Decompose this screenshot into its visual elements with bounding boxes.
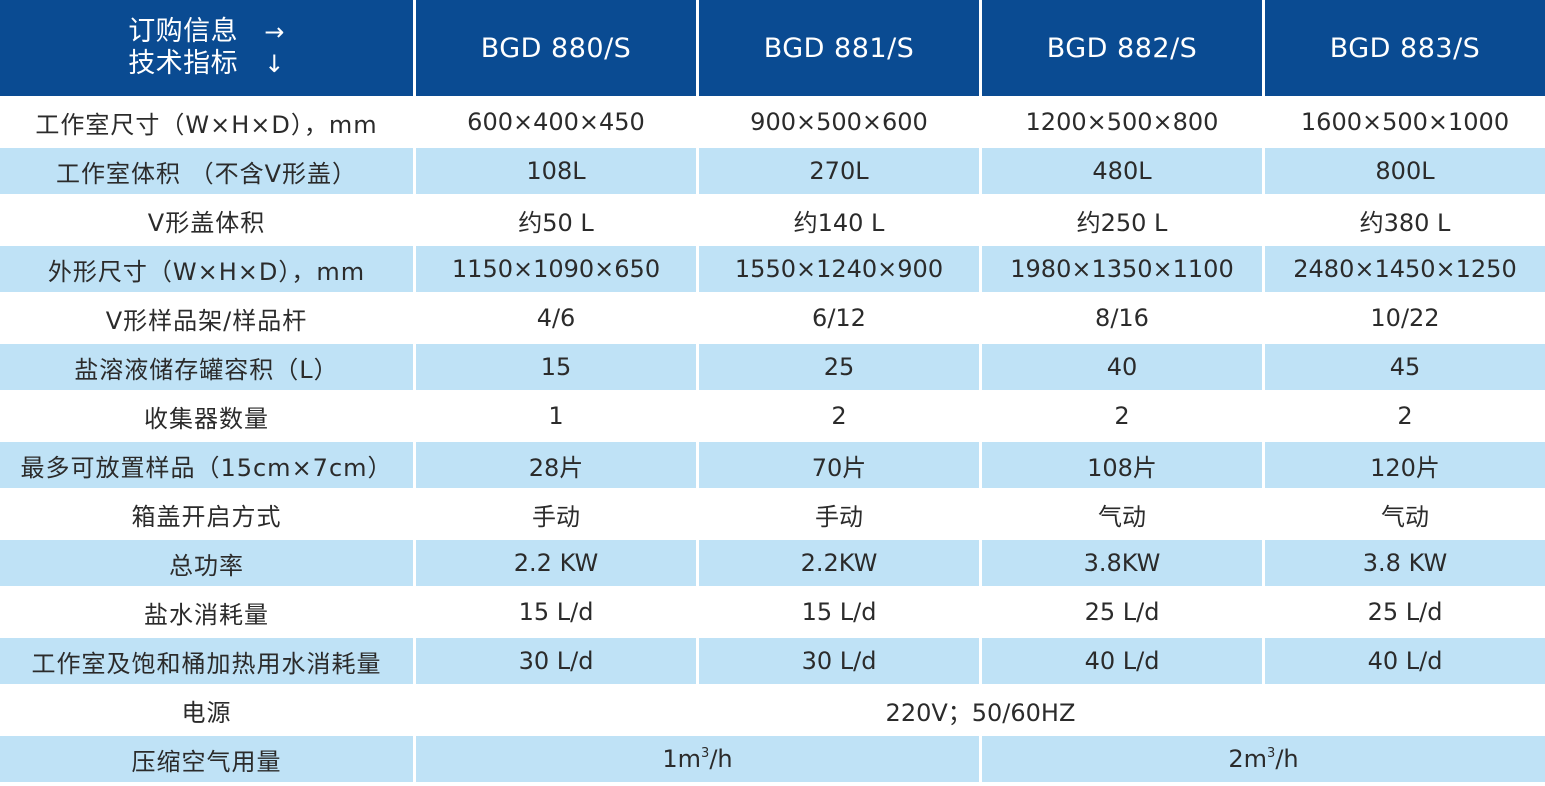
table-cell: 40 L/d [982, 638, 1265, 687]
table-row: V形样品架/样品杆 4/6 6/12 8/16 10/22 [0, 295, 1545, 344]
table-cell: 约380 L [1265, 197, 1545, 246]
table-cell: 1200×500×800 [982, 99, 1265, 148]
row-label: 工作室及饱和桶加热用水消耗量 [0, 638, 416, 687]
table-cell: 1600×500×1000 [1265, 99, 1545, 148]
header-row: 订购信息 → 技术指标 ↓ BGD 880/S BGD 881/S BGD 88… [0, 0, 1545, 99]
table-cell: 15 [416, 344, 699, 393]
row-label: 外形尺寸（W×H×D），mm [0, 246, 416, 295]
table-cell: 108L [416, 148, 699, 197]
down-arrow-icon: ↓ [264, 50, 285, 78]
row-label: 工作室尺寸（W×H×D），mm [0, 99, 416, 148]
table-cell: 28片 [416, 442, 699, 491]
table-cell: 480L [982, 148, 1265, 197]
air-value-small-unit: /h [709, 745, 733, 773]
table-cell: 45 [1265, 344, 1545, 393]
table-cell: 3.8KW [982, 540, 1265, 589]
table-cell: 3.8 KW [1265, 540, 1545, 589]
table-row: 总功率 2.2 KW 2.2KW 3.8KW 3.8 KW [0, 540, 1545, 589]
model-header: BGD 880/S [416, 0, 699, 99]
power-value: 220V；50/60HZ [416, 687, 1545, 736]
table-row: 最多可放置样品（15cm×7cm） 28片 70片 108片 120片 [0, 442, 1545, 491]
table-row: 箱盖开启方式 手动 手动 气动 气动 [0, 491, 1545, 540]
model-header: BGD 881/S [699, 0, 982, 99]
row-label: 工作室体积 （不含V形盖） [0, 148, 416, 197]
table-cell: 2 [699, 393, 982, 442]
table-cell: 30 L/d [699, 638, 982, 687]
air-value-small: 1m3/h [416, 736, 982, 785]
table-cell: 25 [699, 344, 982, 393]
row-label: 盐溶液储存罐容积（L） [0, 344, 416, 393]
header-tech-specs: 技术指标 [128, 48, 239, 79]
row-label: 盐水消耗量 [0, 589, 416, 638]
row-label: 箱盖开启方式 [0, 491, 416, 540]
row-label: 总功率 [0, 540, 416, 589]
table-row: V形盖体积 约50 L 约140 L 约250 L 约380 L [0, 197, 1545, 246]
table-cell: 约140 L [699, 197, 982, 246]
table-cell: 8/16 [982, 295, 1265, 344]
table-row: 盐水消耗量 15 L/d 15 L/d 25 L/d 25 L/d [0, 589, 1545, 638]
table-cell: 手动 [416, 491, 699, 540]
table-row: 工作室尺寸（W×H×D），mm 600×400×450 900×500×600 … [0, 99, 1545, 148]
right-arrow-icon: → [264, 18, 285, 46]
table-cell: 40 [982, 344, 1265, 393]
table-cell: 2 [1265, 393, 1545, 442]
air-value-small-text: 1m [662, 745, 702, 773]
row-label: 最多可放置样品（15cm×7cm） [0, 442, 416, 491]
table-row: 工作室体积 （不含V形盖） 108L 270L 480L 800L [0, 148, 1545, 197]
table-cell: 4/6 [416, 295, 699, 344]
table-cell: 25 L/d [1265, 589, 1545, 638]
table-cell: 1 [416, 393, 699, 442]
table-row: 盐溶液储存罐容积（L） 15 25 40 45 [0, 344, 1545, 393]
table-cell: 2.2 KW [416, 540, 699, 589]
model-header: BGD 882/S [982, 0, 1265, 99]
table-row: 外形尺寸（W×H×D），mm 1150×1090×650 1550×1240×9… [0, 246, 1545, 295]
table-cell: 15 L/d [699, 589, 982, 638]
table-cell: 2.2KW [699, 540, 982, 589]
table-row: 工作室及饱和桶加热用水消耗量 30 L/d 30 L/d 40 L/d 40 L… [0, 638, 1545, 687]
table-cell: 气动 [982, 491, 1265, 540]
table-cell: 1980×1350×1100 [982, 246, 1265, 295]
table-row-power: 电源 220V；50/60HZ [0, 687, 1545, 736]
table-cell: 约250 L [982, 197, 1265, 246]
model-header: BGD 883/S [1265, 0, 1545, 99]
table-cell: 800L [1265, 148, 1545, 197]
row-label: 收集器数量 [0, 393, 416, 442]
table-cell: 70片 [699, 442, 982, 491]
table-cell: 手动 [699, 491, 982, 540]
table-cell: 30 L/d [416, 638, 699, 687]
table-cell: 10/22 [1265, 295, 1545, 344]
air-value-large-unit: /h [1275, 745, 1299, 773]
table-row: 收集器数量 1 2 2 2 [0, 393, 1545, 442]
table-cell: 15 L/d [416, 589, 699, 638]
row-label: 电源 [0, 687, 416, 736]
row-label: V形盖体积 [0, 197, 416, 246]
table-cell: 气动 [1265, 491, 1545, 540]
header-order-info: 订购信息 [128, 16, 239, 47]
table-cell: 2 [982, 393, 1265, 442]
air-value-large-text: 2m [1228, 745, 1268, 773]
table-cell: 25 L/d [982, 589, 1265, 638]
table-cell: 120片 [1265, 442, 1545, 491]
row-label: V形样品架/样品杆 [0, 295, 416, 344]
superscript: 3 [1267, 746, 1276, 761]
air-value-large: 2m3/h [982, 736, 1545, 785]
table-cell: 900×500×600 [699, 99, 982, 148]
table-cell: 108片 [982, 442, 1265, 491]
table-cell: 270L [699, 148, 982, 197]
table-cell: 40 L/d [1265, 638, 1545, 687]
superscript: 3 [701, 746, 710, 761]
table-cell: 1550×1240×900 [699, 246, 982, 295]
table-row-air: 压缩空气用量 1m3/h 2m3/h [0, 736, 1545, 785]
row-label: 压缩空气用量 [0, 736, 416, 785]
table-cell: 2480×1450×1250 [1265, 246, 1545, 295]
table-cell: 600×400×450 [416, 99, 699, 148]
table-cell: 约50 L [416, 197, 699, 246]
table-cell: 1150×1090×650 [416, 246, 699, 295]
header-corner: 订购信息 → 技术指标 ↓ [0, 0, 416, 99]
table-cell: 6/12 [699, 295, 982, 344]
